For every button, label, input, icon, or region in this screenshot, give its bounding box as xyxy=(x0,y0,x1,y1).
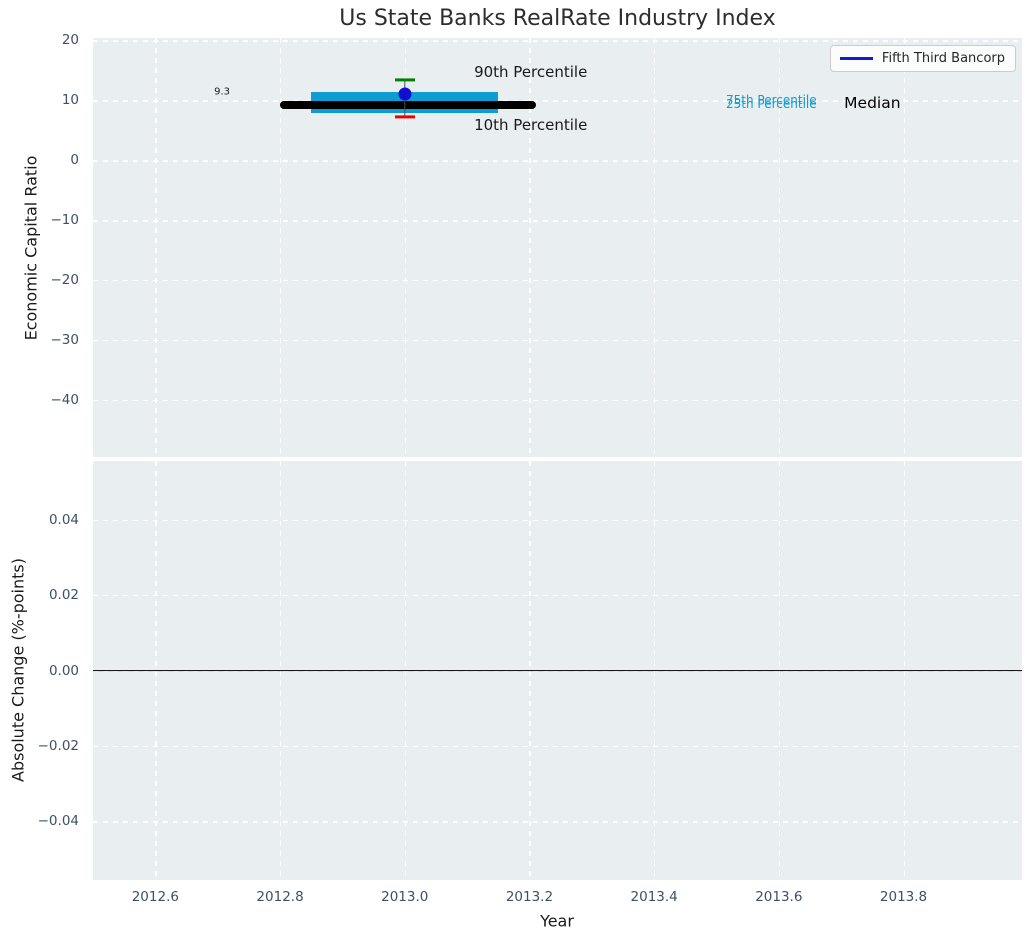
y-axis-label-economic-capital-ratio: Economic Capital Ratio xyxy=(21,155,41,341)
gridline-horizontal xyxy=(93,40,1022,42)
gridline-vertical xyxy=(155,38,157,457)
gridline-vertical xyxy=(280,38,282,457)
gridline-horizontal xyxy=(93,220,1022,222)
y-tick-label: −40 xyxy=(50,392,80,409)
gridline-horizontal xyxy=(93,340,1022,342)
x-tick-label: 2013.0 xyxy=(381,889,429,905)
gridline-horizontal xyxy=(93,100,1022,102)
y-tick-label: −10 xyxy=(50,212,80,229)
y-tick-label: −0.04 xyxy=(37,813,79,830)
annotation-median-label: Median xyxy=(844,94,901,113)
annotation-10th-percentile: 10th Percentile xyxy=(474,116,588,135)
gridline-vertical xyxy=(778,38,781,457)
gridline-horizontal xyxy=(93,280,1022,282)
x-tick-label: 2012.8 xyxy=(256,889,304,905)
x-tick-label: 2013.2 xyxy=(505,889,554,905)
gridline-vertical xyxy=(654,38,656,457)
company-marker-dot xyxy=(398,87,412,101)
legend-label: Fifth Third Bancorp xyxy=(881,51,1005,66)
gridline-horizontal xyxy=(93,821,1022,823)
y-tick-label: −0.02 xyxy=(37,737,79,754)
legend-line-swatch xyxy=(839,57,873,60)
median-line xyxy=(280,100,536,109)
chart-title: Us State Banks RealRate Industry Index xyxy=(339,6,776,31)
gridline-horizontal xyxy=(93,595,1022,597)
y-tick-label: 10 xyxy=(61,92,79,109)
x-tick-label: 2013.6 xyxy=(755,889,803,905)
gridline-horizontal xyxy=(93,519,1022,521)
y-tick-label: −30 xyxy=(50,332,80,349)
gridline-vertical xyxy=(903,38,905,457)
y-tick-label: 0.04 xyxy=(48,511,79,528)
x-axis-label-year: Year xyxy=(540,911,574,931)
axes-economic-capital-ratio: Fifth Third Bancorp 9.3 90th Percentile 10… xyxy=(93,38,1022,457)
y-tick-label: 20 xyxy=(61,32,79,49)
x-tick-label: 2012.6 xyxy=(131,889,179,905)
zero-line xyxy=(93,669,1022,672)
gridline-vertical xyxy=(529,38,531,457)
y-tick-label: −20 xyxy=(50,272,80,289)
y-tick-label: 0.00 xyxy=(48,662,79,679)
x-tick-label: 2013.4 xyxy=(630,889,678,905)
axes-absolute-change xyxy=(93,461,1022,880)
annotation-25th-percentile: 25th Percentile xyxy=(726,96,817,111)
gridline-vertical xyxy=(404,38,407,457)
y-tick-label: 0.02 xyxy=(48,587,79,603)
gridline-horizontal xyxy=(93,745,1022,748)
annotation-90th-percentile: 90th Percentile xyxy=(474,63,588,82)
legend: Fifth Third Bancorp xyxy=(829,45,1016,72)
y-tick-label: 0 xyxy=(70,152,79,169)
gridline-horizontal xyxy=(93,160,1022,162)
p10-cap xyxy=(394,114,415,119)
annotation-median-value: 9.3 xyxy=(214,86,230,98)
annotation-75th-percentile: 75th Percentile xyxy=(726,92,817,107)
x-tick-label: 2013.8 xyxy=(879,889,928,905)
p90-cap xyxy=(394,78,415,82)
gridline-horizontal xyxy=(93,400,1022,402)
